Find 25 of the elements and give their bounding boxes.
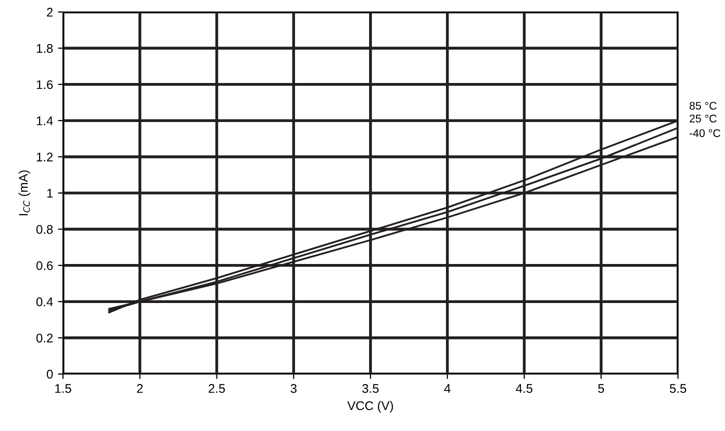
y-tick-label: 1 (47, 188, 53, 198)
x-tick-label: 1.5 (55, 384, 72, 393)
y-tick-label: 1.2 (36, 152, 53, 162)
y-tick-label: 1.4 (36, 116, 53, 126)
y-axis-title: I$_{CC}$ (mA) (18, 170, 30, 216)
y-tick-label: 2 (46, 8, 53, 17)
y-tick-label: 0.6 (36, 261, 53, 270)
x-tick-label: 5 (598, 384, 604, 393)
x-tick-label: 5.5 (670, 384, 686, 393)
series-label: -40 °C (690, 129, 720, 138)
y-tick-label: 1.6 (36, 80, 53, 90)
series-label: 25 °C (690, 114, 717, 122)
y-tick-label: 0.8 (36, 225, 53, 234)
x-tick-label: 3 (290, 384, 297, 393)
series-label: 85 °C (690, 102, 717, 110)
x-tick-label: 2.5 (208, 384, 225, 393)
x-axis-title: VCC (V) (347, 400, 393, 413)
y-tick-label: 0 (46, 370, 53, 379)
y-tick-label: 1.8 (36, 44, 53, 53)
x-tick-label: 4 (444, 384, 450, 393)
x-tick-label: 2 (137, 384, 143, 393)
y-tick-label: 0.4 (36, 297, 53, 306)
x-tick-label: 3.5 (362, 384, 379, 393)
y-tick-label: 0.2 (36, 334, 53, 342)
x-tick-label: 4.5 (516, 384, 532, 393)
